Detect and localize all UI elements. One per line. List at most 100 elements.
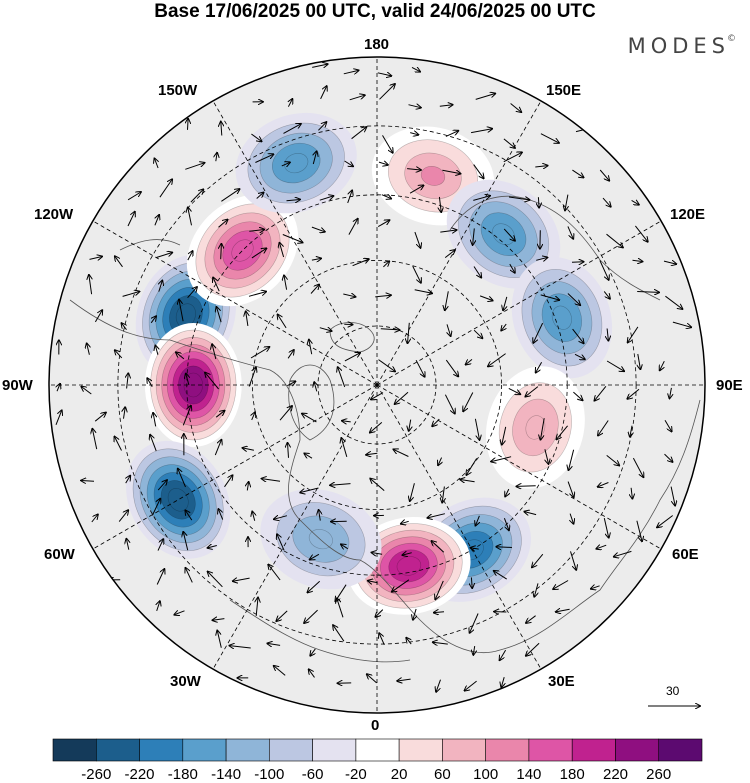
wind-arrow <box>288 99 292 107</box>
wind-arrow <box>155 159 159 169</box>
wind-arrow <box>89 257 103 260</box>
wind-arrow <box>606 233 623 247</box>
wind-arrow <box>491 456 512 462</box>
wind-arrow <box>57 384 60 392</box>
wind-arrow <box>614 550 632 556</box>
wind-arrow <box>185 510 193 521</box>
wind-arrow <box>208 546 217 548</box>
wind-arrow <box>215 411 224 418</box>
wind-arrow <box>182 406 191 426</box>
wind-arrow <box>153 413 156 427</box>
wind-arrow <box>309 669 315 678</box>
wind-arrow <box>205 373 219 390</box>
wind-arrow <box>496 547 512 548</box>
wind-arrow <box>318 122 326 131</box>
wind-arrow <box>312 64 327 67</box>
wind-arrow <box>447 324 451 336</box>
wind-arrow <box>510 103 522 113</box>
colorbar-tick-label: 100 <box>473 766 499 783</box>
wind-arrow <box>445 131 458 137</box>
wind-arrow <box>221 122 222 136</box>
wind-arrow <box>92 429 98 450</box>
wind-arrow <box>186 374 189 386</box>
wind-arrow <box>304 609 318 623</box>
map-boundary <box>48 56 706 714</box>
wind-arrow <box>118 510 128 522</box>
wind-arrow <box>310 648 316 656</box>
wind-arrow <box>632 457 643 477</box>
wind-arrow <box>221 244 222 260</box>
wind-arrow <box>444 250 455 258</box>
wind-arrow <box>524 512 537 515</box>
wind-arrow <box>255 154 273 163</box>
wind-arrow <box>341 438 348 458</box>
wind-arrow <box>383 261 389 268</box>
wind-arrow <box>320 86 327 100</box>
wind-arrow <box>445 291 449 310</box>
meridian-line <box>212 100 378 386</box>
wind-arrow <box>251 248 266 259</box>
wind-arrow <box>179 300 184 322</box>
wind-arrow <box>536 361 543 372</box>
wind-arrow <box>436 679 441 692</box>
colorbar-tick-label: 180 <box>559 766 585 783</box>
wind-arrow <box>433 642 448 644</box>
wind-arrow <box>553 580 569 590</box>
brand-logo: MODES© <box>628 34 736 58</box>
wind-arrow <box>252 412 255 421</box>
wind-arrow <box>479 295 493 301</box>
meridian-line <box>92 384 378 550</box>
wind-arrow <box>378 162 388 165</box>
wind-arrow <box>370 479 385 491</box>
wind-arrow <box>466 359 473 364</box>
colorbar-swatch <box>571 738 616 762</box>
wind-arrow <box>632 260 643 261</box>
wind-arrow <box>310 285 319 294</box>
colorbar-swatch <box>52 738 97 762</box>
wind-arrow <box>279 406 292 421</box>
colorbar-tick-label: -220 <box>124 766 155 783</box>
wind-arrow <box>557 425 568 440</box>
colorbar-tick-label: -260 <box>81 766 112 783</box>
wind-arrow <box>439 105 453 107</box>
wind-arrow <box>545 449 549 464</box>
wind-arrow <box>94 310 102 323</box>
lon-label-180: 180 <box>364 36 390 53</box>
wind-arrow <box>319 328 332 331</box>
wind-arrow <box>367 674 377 684</box>
wind-arrow <box>501 323 506 330</box>
wind-arrow <box>187 251 193 261</box>
colorbar-swatch <box>225 738 270 762</box>
wind-arrow <box>636 520 642 542</box>
wind-arrow <box>87 344 90 355</box>
wind-arrow <box>155 215 159 226</box>
wind-arrow <box>598 420 609 436</box>
wind-arrow <box>508 197 530 200</box>
wind-arrow <box>503 138 515 148</box>
wind-arrow <box>397 679 411 681</box>
wind-arrow <box>460 480 475 482</box>
brand-mark: © <box>727 34 736 44</box>
wind-arrow <box>287 350 294 359</box>
lon-label-60e: 60E <box>672 546 699 563</box>
wind-arrow <box>372 553 383 555</box>
lon-label-90w: 90W <box>2 377 33 394</box>
wind-arrow <box>217 631 222 648</box>
wind-arrow <box>525 386 539 397</box>
wind-arrow <box>55 410 62 425</box>
wind-arrow <box>156 569 164 585</box>
wind-arrow <box>188 119 189 130</box>
wind-arrow <box>368 581 378 583</box>
colorbar-swatch <box>615 738 660 762</box>
wind-arrow <box>473 228 475 244</box>
wind-arrow <box>408 322 410 343</box>
colorbar-tick-label: -60 <box>301 766 324 783</box>
wind-arrow <box>157 539 163 551</box>
wind-arrow <box>341 544 349 548</box>
wind-arrow <box>466 458 478 475</box>
wind-arrow <box>570 551 577 569</box>
wind-arrow <box>394 449 409 457</box>
wind-arrow <box>602 197 611 207</box>
wind-arrow <box>178 469 186 488</box>
wind-arrow <box>309 340 312 355</box>
